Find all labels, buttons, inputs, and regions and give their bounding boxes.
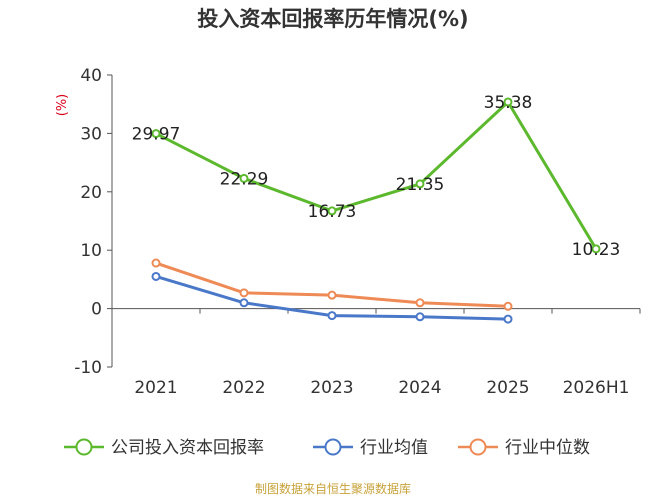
y-tick-label: 10 [80, 241, 102, 261]
data-point-2 [327, 290, 337, 300]
data-label: 22.29 [220, 169, 269, 189]
x-tick-label: 2021 [134, 378, 177, 398]
legend-swatch-marker [324, 438, 342, 456]
data-point-2 [415, 298, 425, 308]
data-point-1 [151, 271, 161, 281]
series-line-2 [155, 261, 509, 308]
data-labels: 29.97 22.29 16.73 21.35 35.38 10.23 [132, 93, 621, 260]
series-layer [151, 97, 601, 324]
data-label: 16.73 [308, 202, 357, 222]
data-point-2 [151, 258, 161, 268]
x-tick-label: 2025 [486, 378, 529, 398]
y-tick-label: 0 [91, 300, 102, 320]
data-point-2 [239, 288, 249, 298]
legend: 公司投入资本回报率 行业均值 行业中位数 [64, 438, 590, 458]
data-point-0 [239, 173, 249, 183]
axes: 40 30 20 10 0 -10 2021 2022 2023 2024 2025 2026H1 [74, 66, 641, 398]
y-tick-label: -10 [74, 358, 102, 378]
legend-label: 行业均值 [360, 438, 428, 458]
x-tick-label: 2024 [398, 378, 441, 398]
data-point-1 [239, 298, 249, 308]
data-point-0 [327, 206, 337, 216]
data-point-0 [503, 97, 513, 107]
data-label: 29.97 [132, 125, 181, 145]
source-note: 制图数据来自恒生聚源数据库 [255, 481, 411, 496]
data-point-1 [415, 312, 425, 322]
data-point-1 [327, 311, 337, 321]
chart-title: 投入资本回报率历年情况(%) [197, 7, 468, 31]
y-tick-label: 40 [80, 66, 102, 86]
legend-label: 行业中位数 [505, 438, 590, 458]
legend-swatch-marker [75, 438, 93, 456]
data-point-2 [503, 301, 513, 311]
data-point-0 [151, 129, 161, 139]
y-tick-label: 20 [80, 183, 102, 203]
legend-swatch-marker [469, 438, 487, 456]
y-tick-label: 30 [80, 124, 102, 144]
legend-label: 公司投入资本回报率 [111, 438, 264, 458]
data-point-0 [591, 244, 601, 254]
data-label: 10.23 [572, 240, 621, 260]
x-tick-label: 2026H1 [563, 378, 630, 398]
data-point-1 [503, 314, 513, 324]
x-tick-label: 2022 [222, 378, 265, 398]
data-label: 21.35 [396, 175, 445, 195]
data-label: 35.38 [484, 93, 533, 113]
series-line-0 [155, 100, 598, 250]
data-point-0 [415, 179, 425, 189]
x-tick-label: 2023 [310, 378, 353, 398]
y-axis-label: (%) [55, 94, 70, 117]
